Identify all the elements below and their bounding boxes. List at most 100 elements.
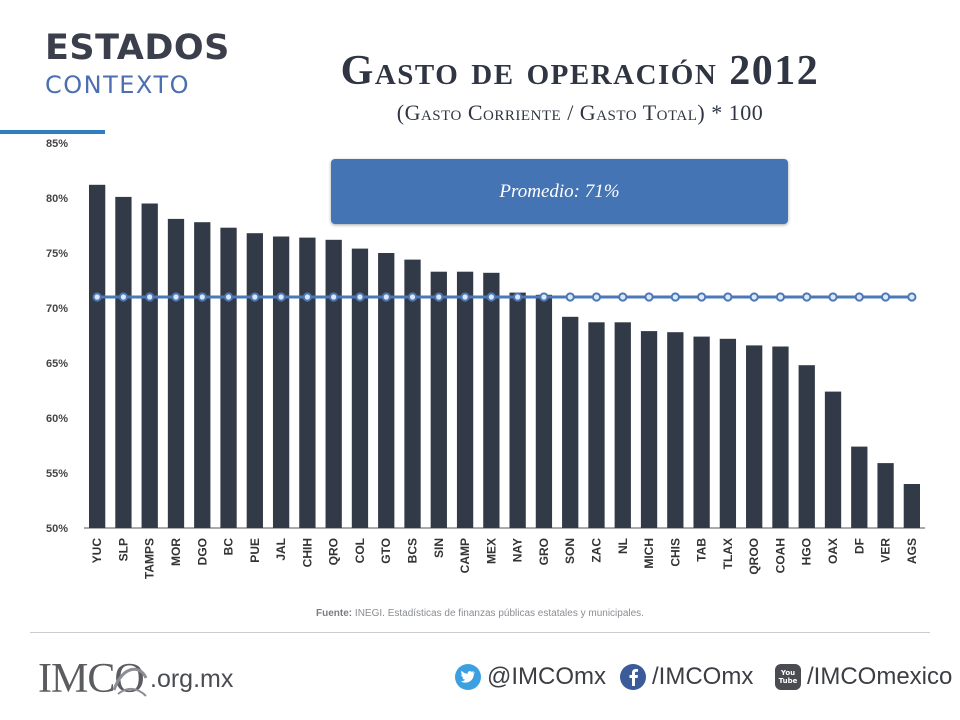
bar	[115, 196, 132, 528]
bar	[772, 346, 789, 528]
x-tick-label: ZAC	[589, 538, 603, 563]
youtube-badge-text: You Tube	[778, 669, 798, 685]
bar	[88, 184, 106, 529]
average-point	[92, 292, 102, 302]
x-tick-label: QRO	[327, 538, 341, 565]
facebook-link[interactable]: /IMCOmx	[620, 662, 753, 692]
average-point	[565, 292, 575, 302]
average-point	[250, 292, 260, 302]
twitter-icon	[455, 664, 481, 690]
bar	[404, 259, 421, 528]
average-point	[434, 292, 444, 302]
average-point	[670, 292, 680, 302]
x-tick-label: BCS	[406, 538, 420, 563]
bar	[141, 203, 158, 528]
bar	[746, 345, 763, 528]
domain-text[interactable]: .org.mx	[150, 665, 234, 693]
x-tick-label: AGS	[905, 538, 919, 564]
x-tick-label: DGO	[195, 538, 209, 565]
average-point	[223, 292, 234, 302]
x-tick-label: CHIH	[300, 538, 314, 567]
facebook-handle: /IMCOmx	[652, 663, 754, 690]
x-tick-label: QROO	[747, 538, 761, 575]
bar	[562, 316, 579, 528]
bar	[667, 332, 684, 528]
x-tick-label: SON	[563, 538, 577, 564]
x-tick-label: HGO	[800, 538, 814, 565]
average-point	[802, 292, 812, 302]
imco-logo[interactable]: IMCO	[38, 654, 145, 704]
facebook-icon	[620, 664, 646, 690]
y-tick-label: 80%	[46, 193, 68, 205]
average-point	[775, 292, 786, 302]
bar	[824, 391, 842, 528]
logo-text: IMCO	[38, 656, 145, 702]
section-title: ESTADOS	[45, 28, 230, 68]
chart-subtitle: (Gasto Corriente / Gasto Total) * 100	[396, 100, 764, 125]
x-tick-label: GTO	[379, 538, 393, 564]
bar	[693, 336, 710, 528]
y-tick-label: 75%	[46, 248, 68, 260]
y-tick-label: 50%	[46, 523, 68, 535]
bar	[272, 236, 290, 528]
bar	[456, 271, 474, 528]
youtube-link[interactable]: You Tube /IMCOmexico	[775, 662, 952, 692]
bar	[351, 248, 369, 528]
x-tick-label: COL	[353, 538, 367, 563]
bar-chart: 50% 55% 60% 65% 70% 75% 80% 85% YUC SLP TAMPS MOR DG…	[46, 138, 925, 579]
bar	[719, 338, 737, 528]
average-point	[539, 292, 549, 302]
section-subtitle: CONTEXTO	[45, 71, 190, 99]
average-point	[118, 292, 129, 302]
chart-title: Gasto de operación 2012	[340, 48, 820, 94]
twitter-handle: @IMCOmx	[487, 663, 607, 690]
average-point	[460, 292, 470, 302]
bar	[798, 365, 815, 528]
bar	[430, 271, 447, 528]
average-point	[355, 292, 365, 302]
bar	[614, 322, 631, 528]
bar	[640, 331, 658, 528]
x-tick-label: SLP	[116, 538, 130, 561]
average-point	[828, 292, 838, 302]
average-point	[276, 292, 286, 302]
bar	[167, 218, 185, 528]
x-tick-label: JAL	[274, 538, 288, 561]
average-point	[302, 292, 312, 302]
youtube-handle: /IMCOmexico	[807, 663, 953, 690]
twitter-link[interactable]: @IMCOmx	[455, 662, 606, 692]
x-tick-label: TAB	[695, 538, 709, 562]
y-tick-label: 60%	[46, 413, 68, 425]
bar	[194, 222, 211, 528]
y-tick-label: 55%	[46, 468, 68, 480]
bar	[483, 272, 500, 528]
average-point	[329, 292, 339, 302]
x-tick-label: YUC	[90, 538, 104, 564]
average-point	[618, 292, 628, 302]
x-tick-label: NL	[616, 538, 630, 554]
bar	[588, 322, 605, 528]
x-tick-label: CHIS	[668, 538, 682, 567]
bar	[509, 292, 526, 528]
logo-swoosh-icon	[112, 667, 148, 697]
average-point	[407, 292, 418, 302]
average-point	[644, 292, 654, 302]
average-point	[591, 292, 602, 302]
x-tick-label: MOR	[169, 538, 183, 566]
bar	[325, 239, 342, 529]
y-tick-label: 70%	[46, 303, 68, 315]
y-tick-label: 65%	[46, 358, 68, 370]
bar	[851, 446, 868, 528]
x-tick-label: MEX	[484, 538, 498, 564]
average-point	[880, 292, 891, 302]
accent-line	[0, 130, 105, 134]
bar	[246, 233, 263, 528]
bar	[535, 294, 553, 528]
average-point	[381, 292, 391, 302]
average-point	[145, 292, 155, 302]
average-point	[723, 292, 733, 302]
bar	[903, 484, 921, 528]
x-tick-label: GRO	[537, 538, 551, 565]
bar	[299, 237, 316, 528]
source-note: Fuente: INEGI. Estadísticas de finanzas …	[0, 608, 960, 619]
